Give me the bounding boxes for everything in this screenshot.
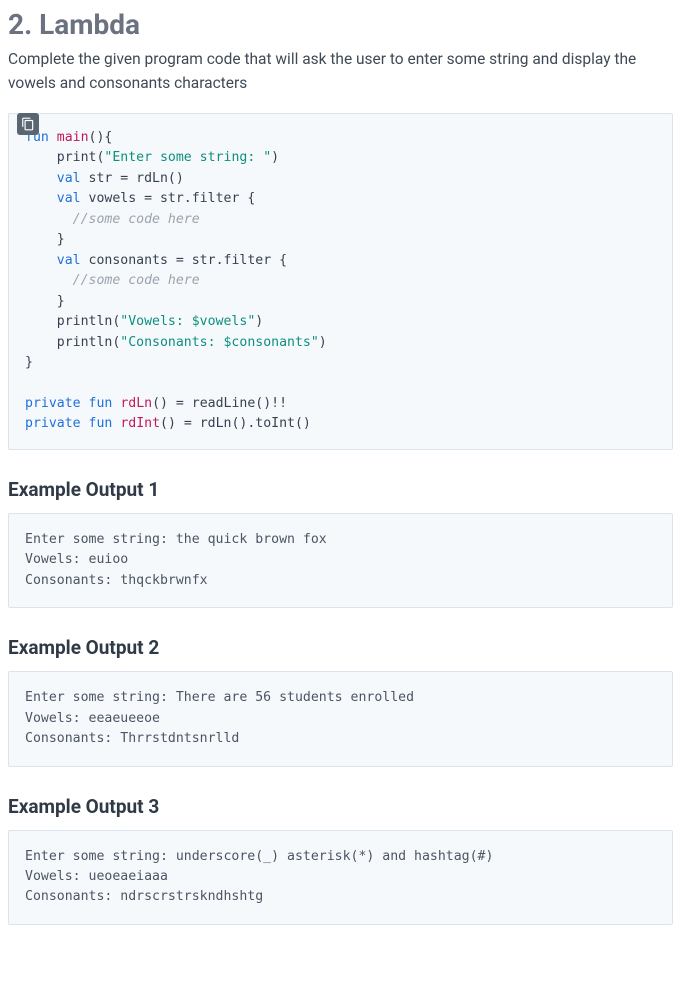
code-token: "Enter some string: " (104, 150, 271, 165)
code-token (25, 191, 57, 206)
code-token: println( (25, 314, 120, 329)
code-token (25, 253, 57, 268)
description-text: Complete the given program code that wil… (8, 47, 673, 95)
code-token: main (57, 130, 89, 145)
example-heading: Example Output 1 (8, 478, 673, 501)
code-token: val (57, 171, 81, 186)
code-token (81, 396, 89, 411)
code-token: val (57, 253, 81, 268)
code-token: println( (25, 335, 120, 350)
code-block: fun main(){ print("Enter some string: ")… (8, 113, 673, 450)
code-token: private (25, 416, 81, 431)
code-token: } (25, 232, 65, 247)
code-token: ) (271, 150, 279, 165)
code-token: consonants = str.filter { (81, 253, 287, 268)
code-token: () = readLine()!! (152, 396, 287, 411)
code-token: str = rdLn() (81, 171, 184, 186)
code-token: fun (89, 416, 113, 431)
example-heading: Example Output 2 (8, 636, 673, 659)
output-block: Enter some string: underscore(_) asteris… (8, 830, 673, 925)
code-token: "Consonants: $consonants" (120, 335, 319, 350)
code-token: fun (89, 396, 113, 411)
output-text: Enter some string: underscore(_) asteris… (25, 847, 656, 908)
output-text: Enter some string: the quick brown fox V… (25, 530, 656, 591)
page-title: 2. Lambda (8, 8, 673, 41)
code-token: rdInt (120, 416, 160, 431)
code-token: "Vowels: $vowels" (120, 314, 255, 329)
code-token (25, 171, 57, 186)
example-heading: Example Output 3 (8, 795, 673, 818)
code-token: vowels = str.filter { (81, 191, 256, 206)
code-token: ) (255, 314, 263, 329)
code-token: //some code here (73, 212, 200, 227)
code-token: print( (25, 150, 104, 165)
code-token: ) (319, 335, 327, 350)
output-block: Enter some string: the quick brown fox V… (8, 513, 673, 608)
code-token (49, 130, 57, 145)
code-token: val (57, 191, 81, 206)
code-token: rdLn (120, 396, 152, 411)
code-token: private (25, 396, 81, 411)
code-token: } (25, 294, 65, 309)
code-token (81, 416, 89, 431)
code-token: (){ (89, 130, 113, 145)
output-text: Enter some string: There are 56 students… (25, 688, 656, 749)
output-block: Enter some string: There are 56 students… (8, 671, 673, 766)
code-token: } (25, 355, 33, 370)
clipboard-icon[interactable] (17, 113, 39, 135)
code-token (25, 212, 73, 227)
code-token: () = rdLn().toInt() (160, 416, 311, 431)
code-token (25, 273, 73, 288)
code-token: //some code here (73, 273, 200, 288)
code-content: fun main(){ print("Enter some string: ")… (25, 128, 656, 435)
